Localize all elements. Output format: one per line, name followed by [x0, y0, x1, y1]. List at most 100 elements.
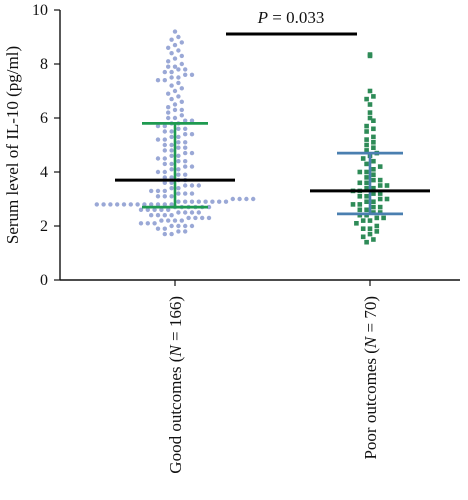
data-point	[183, 140, 188, 145]
data-point	[166, 91, 171, 96]
data-point	[94, 202, 100, 207]
data-point	[159, 218, 164, 223]
data-point	[152, 221, 157, 226]
data-point	[162, 226, 167, 231]
x-category-label: Poor outcomes (N = 70)	[361, 296, 380, 460]
data-point	[367, 115, 373, 121]
data-point	[367, 231, 373, 237]
data-point	[162, 129, 167, 134]
data-point	[384, 183, 390, 188]
data-point	[183, 199, 188, 204]
data-point	[169, 129, 174, 134]
data-point	[367, 53, 373, 59]
data-point	[179, 113, 184, 118]
data-point	[108, 202, 113, 207]
data-point	[381, 215, 386, 221]
data-point	[354, 221, 359, 226]
data-point	[162, 148, 167, 153]
data-point	[360, 234, 366, 240]
data-point	[169, 202, 174, 207]
data-point	[169, 167, 174, 172]
data-point	[176, 159, 181, 164]
data-point	[196, 210, 201, 215]
data-point	[169, 161, 174, 167]
data-point	[135, 202, 140, 207]
data-point	[172, 107, 178, 113]
data-point	[371, 191, 376, 196]
data-point	[360, 218, 366, 223]
data-point	[176, 75, 181, 80]
data-point	[357, 180, 363, 186]
data-point	[176, 186, 181, 191]
data-point	[159, 207, 164, 212]
data-point	[128, 202, 133, 207]
data-point	[364, 123, 369, 129]
data-point	[183, 67, 188, 72]
data-point	[176, 134, 181, 140]
data-point	[217, 199, 222, 204]
data-point	[367, 218, 373, 223]
data-point	[162, 78, 167, 83]
data-point	[179, 107, 184, 113]
data-point	[189, 132, 195, 137]
data-point	[237, 196, 242, 202]
data-point	[155, 194, 161, 199]
data-point	[162, 194, 167, 199]
summary-lines	[115, 122, 430, 216]
data-point	[374, 229, 380, 234]
data-point	[183, 210, 188, 215]
data-point	[169, 75, 174, 80]
data-point	[183, 145, 188, 150]
data-point	[169, 69, 174, 75]
data-point	[166, 218, 171, 223]
data-point	[357, 207, 363, 213]
data-point	[357, 194, 363, 199]
data-point	[364, 239, 369, 245]
data-point	[162, 137, 167, 142]
data-point	[371, 140, 376, 145]
data-point	[115, 202, 120, 207]
data-point	[172, 88, 178, 94]
data-point	[176, 223, 181, 229]
data-point	[145, 221, 150, 226]
y-tick-label: 6	[40, 110, 48, 127]
data-point	[210, 199, 215, 204]
data-point	[377, 177, 383, 183]
data-point	[364, 185, 369, 191]
data-point	[149, 213, 154, 218]
data-point	[166, 207, 171, 212]
data-point	[176, 172, 181, 177]
data-point	[364, 199, 369, 204]
data-point	[244, 196, 249, 202]
p-value-label: P = 0.033	[257, 8, 325, 27]
data-point	[357, 169, 363, 175]
data-point	[155, 188, 161, 194]
data-point	[384, 196, 390, 202]
data-point	[155, 226, 161, 231]
data-point	[155, 169, 161, 175]
data-point	[169, 231, 174, 237]
data-point	[183, 172, 188, 177]
data-point	[176, 167, 181, 172]
data-point	[371, 204, 376, 210]
data-point	[364, 207, 369, 213]
data-point	[166, 115, 171, 121]
data-point	[166, 110, 171, 115]
data-point	[138, 207, 144, 212]
data-point	[364, 175, 369, 180]
data-point	[374, 223, 380, 229]
x-category-label: Good outcomes (N = 166)	[166, 296, 185, 474]
data-point	[193, 215, 198, 221]
data-point	[364, 161, 369, 167]
data-point	[162, 156, 167, 161]
data-point	[155, 156, 161, 161]
data-point	[364, 169, 369, 175]
data-point	[162, 231, 167, 237]
data-point	[172, 29, 178, 34]
data-point	[155, 202, 161, 207]
data-point	[169, 213, 174, 218]
data-point	[189, 199, 195, 204]
data-point	[162, 161, 167, 167]
data-point	[176, 67, 181, 72]
